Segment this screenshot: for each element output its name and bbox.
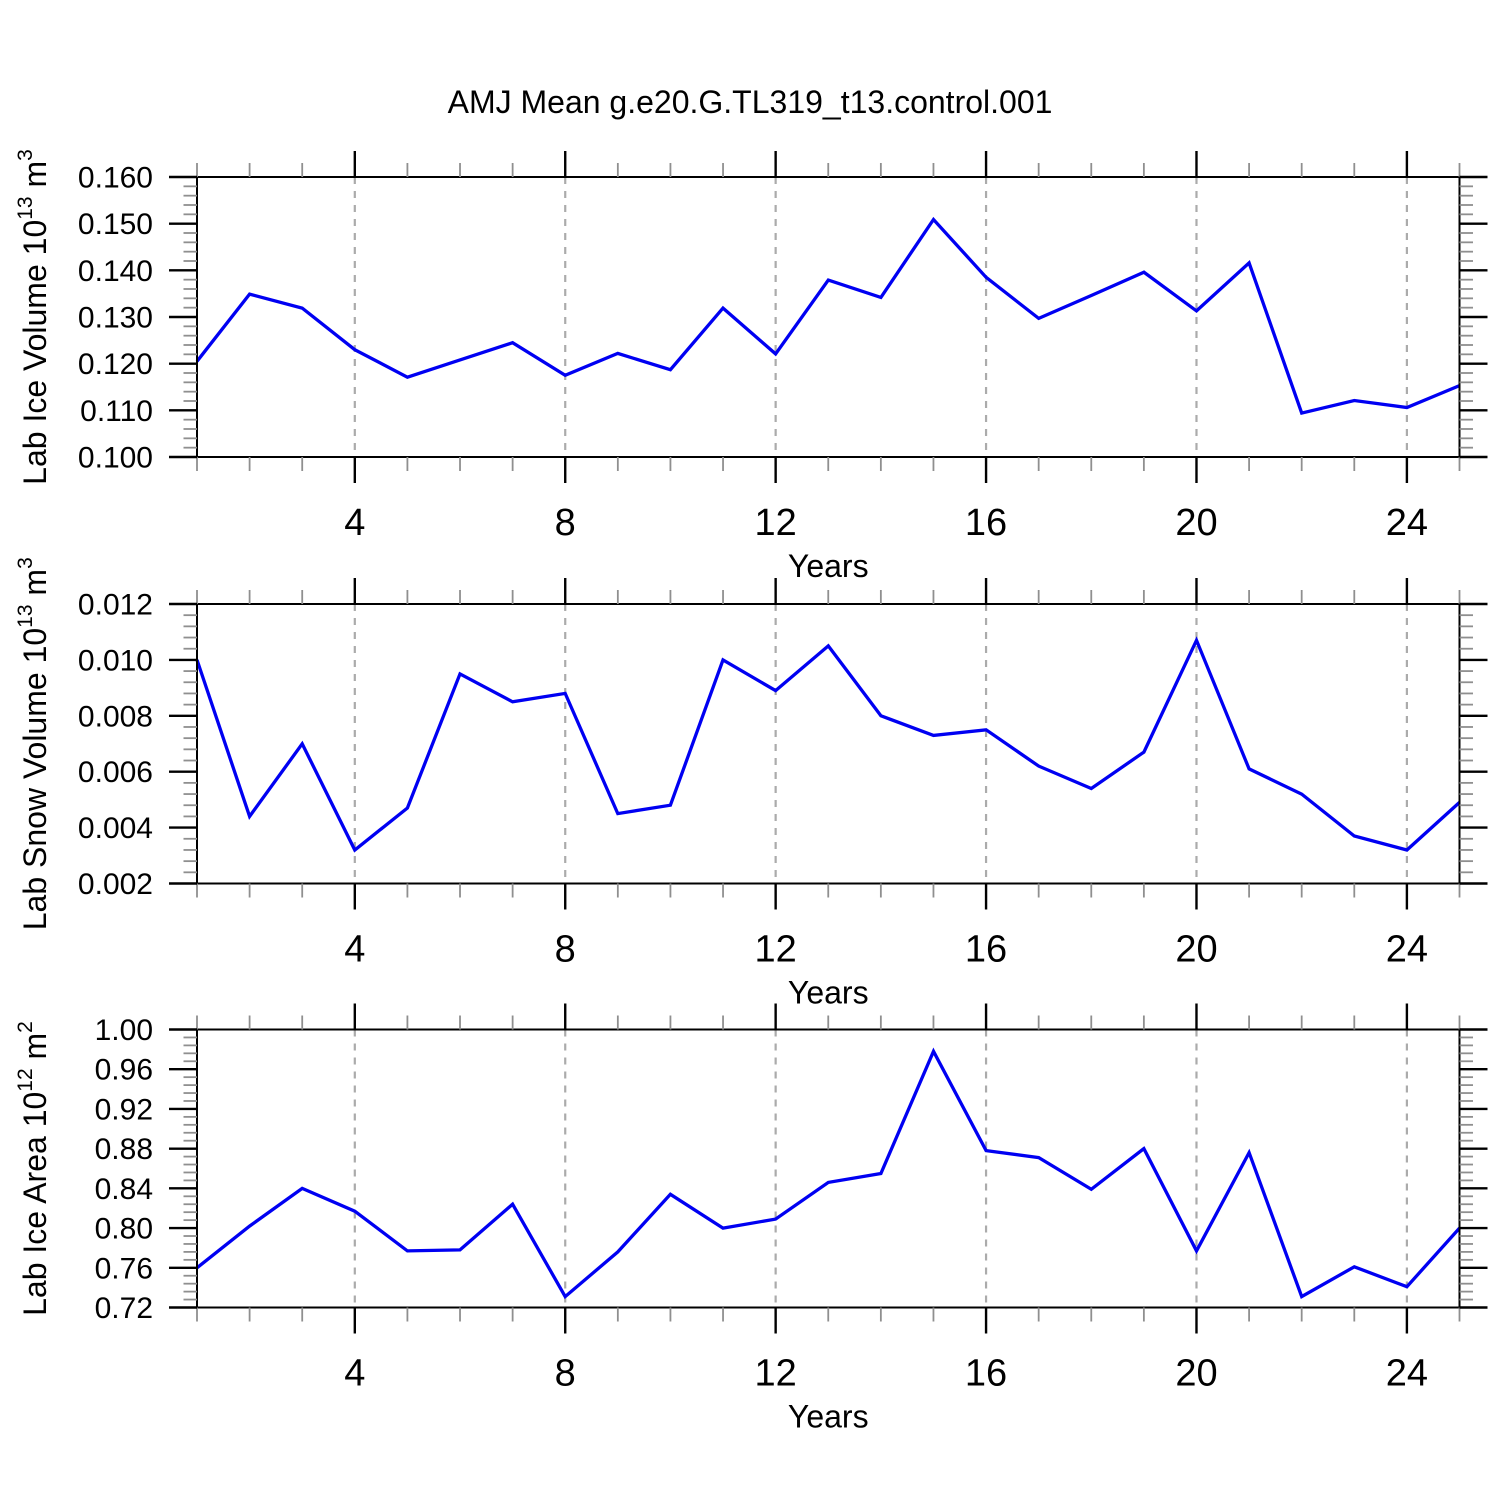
x-tick-label: 4 (344, 502, 365, 544)
x-tick-label: 20 (1175, 502, 1217, 544)
chart-2: 0.72 0.76 0.80 0.84 0.88 0.92 0.96 1.00 4 8 12 16 20… (14, 1003, 1488, 1435)
page-title: AMJ Mean g.e20.G.TL319_t13.control.001 (447, 84, 1053, 120)
y-axis-title: Lab Ice Volume 1013 m3 (14, 149, 53, 485)
x-tick-label: 12 (755, 1353, 797, 1395)
chart-0: 0.100 0.110 0.120 0.130 0.140 0.150 0.160 4 8 12 1… (14, 149, 1488, 584)
x-tick-label: 8 (555, 1353, 576, 1395)
series-line (195, 1047, 1461, 1300)
x-tick-label: 20 (1175, 929, 1217, 971)
x-tick-label: 4 (344, 1353, 365, 1395)
chart-1: 0.002 0.004 0.006 0.008 0.010 0.012 4 8 12 16 20 24… (14, 557, 1488, 1011)
x-tick-label: 24 (1386, 929, 1428, 971)
y-tick-label: 0.010 (78, 644, 153, 677)
y-tick-label: 0.110 (80, 395, 153, 428)
y-tick-label: 0.150 (78, 208, 153, 241)
y-tick-label: 0.160 (78, 162, 153, 195)
x-axis-title: Years (788, 548, 869, 584)
x-axis-title: Years (788, 975, 869, 1011)
y-tick-label: 0.80 (95, 1213, 153, 1246)
y-tick-label: 0.72 (95, 1292, 153, 1325)
y-tick-label: 0.012 (78, 589, 153, 622)
y-tick-label: 0.130 (78, 302, 153, 335)
y-tick-label: 0.120 (78, 348, 153, 381)
y-axis-title: Lab Ice Area 1012 m2 (14, 1021, 53, 1316)
plot-border (196, 176, 1461, 458)
y-tick-label: 0.006 (78, 756, 153, 789)
x-tick-label: 20 (1175, 1353, 1217, 1395)
x-tick-label: 8 (555, 929, 576, 971)
y-tick-label: 0.140 (78, 255, 153, 288)
x-axis-title: Years (788, 1399, 869, 1435)
x-tick-label: 8 (555, 502, 576, 544)
x-tick-label: 16 (965, 502, 1007, 544)
series-line (195, 636, 1461, 853)
x-tick-label: 12 (755, 929, 797, 971)
y-tick-label: 1.00 (95, 1014, 153, 1047)
x-tick-label: 24 (1386, 502, 1428, 544)
y-tick-label: 0.008 (78, 700, 153, 733)
y-tick-label: 0.100 (78, 442, 153, 475)
y-tick-label: 0.92 (95, 1093, 153, 1126)
plot-border (196, 1028, 1461, 1309)
y-axis-title: Lab Snow Volume 1013 m3 (14, 557, 53, 930)
y-tick-label: 0.84 (95, 1173, 153, 1206)
y-tick-label: 0.96 (95, 1054, 153, 1087)
x-tick-label: 16 (965, 929, 1007, 971)
y-tick-label: 0.88 (95, 1133, 153, 1166)
y-tick-label: 0.002 (78, 868, 153, 901)
y-tick-label: 0.76 (95, 1252, 153, 1285)
x-tick-label: 4 (344, 929, 365, 971)
x-tick-label: 24 (1386, 1353, 1428, 1395)
series-line (195, 216, 1461, 416)
y-tick-label: 0.004 (78, 812, 153, 845)
x-tick-label: 16 (965, 1353, 1007, 1395)
x-tick-label: 12 (755, 502, 797, 544)
